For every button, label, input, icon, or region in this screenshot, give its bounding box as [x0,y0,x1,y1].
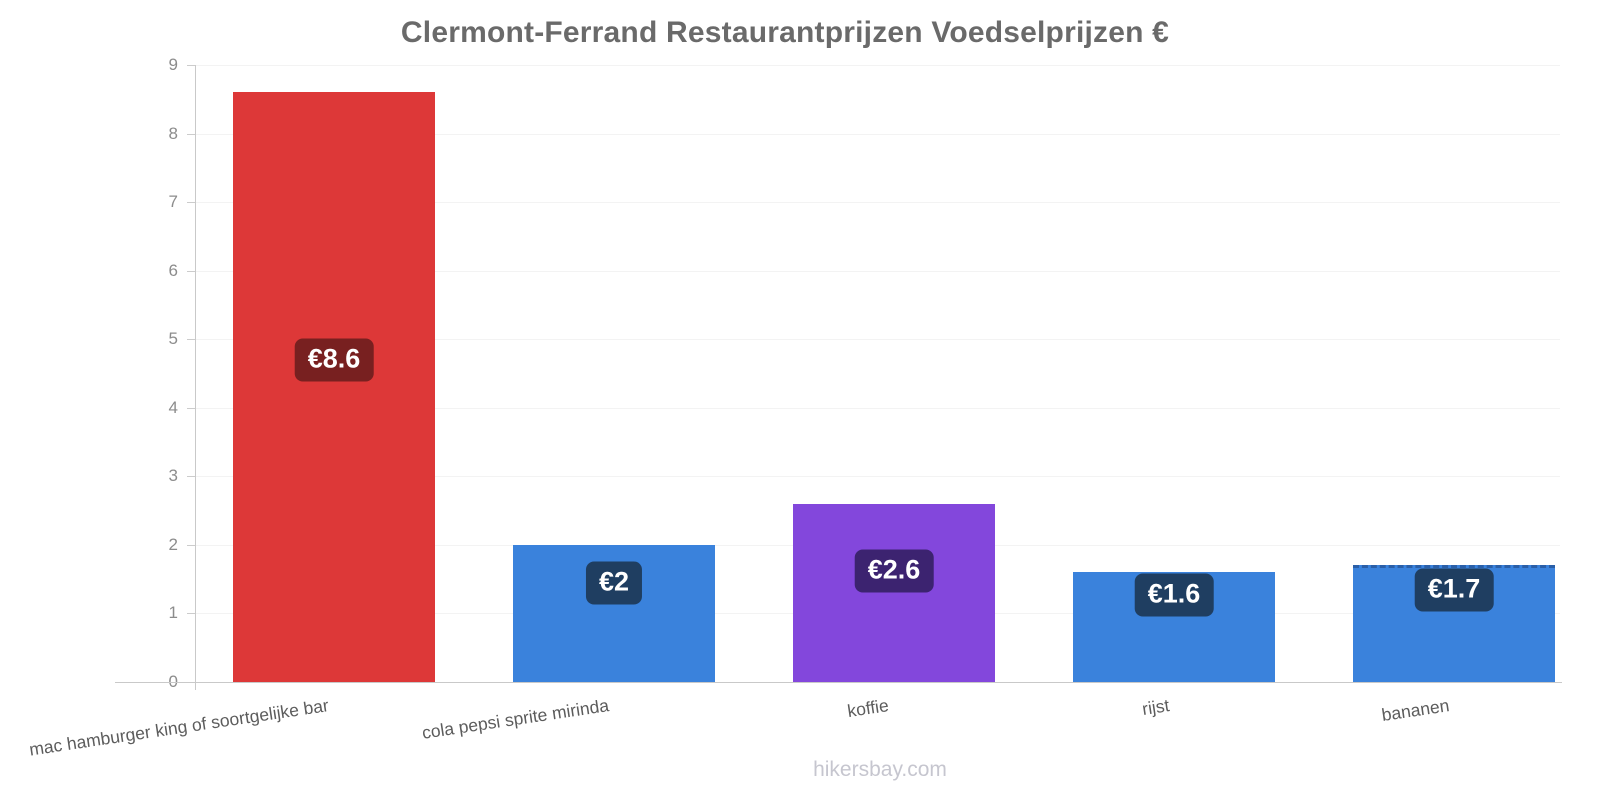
y-tick-mark [187,613,195,615]
y-tick-label: 6 [168,260,178,280]
x-tick-label: bananen [1380,695,1451,725]
y-axis-line [195,65,196,690]
bar-value-label: €8.6 [294,338,374,382]
gridline [195,133,1560,135]
y-tick-label: 1 [168,603,178,623]
y-tick-label: 5 [168,329,178,349]
y-tick-label: 2 [168,534,178,554]
y-tick-mark [187,544,195,546]
bar[interactable] [793,503,995,682]
y-tick-mark [187,407,195,409]
gridline [195,476,1560,478]
y-tick-label: 9 [168,55,178,74]
y-tick-mark [187,133,195,135]
x-tick-label: cola pepsi sprite mirinda [420,695,611,743]
bar-value-label: €2 [585,561,643,605]
y-tick-label: 8 [168,123,178,143]
bar[interactable] [1353,565,1555,682]
y-tick-mark [187,202,195,204]
y-tick-mark [187,65,195,66]
x-tick-label: koffie [846,695,891,722]
bar-value-label: €1.7 [1414,568,1494,612]
x-tick-label: mac hamburger king of soortgelijke bar [28,695,331,760]
y-tick-mark [187,339,195,341]
gridline [195,407,1560,409]
chart-title: Clermont-Ferrand Restaurantprijzen Voeds… [400,16,1170,49]
bar-value-label: €1.6 [1134,573,1214,617]
y-tick-label: 0 [130,672,178,692]
gridline [195,202,1560,204]
gridline [195,270,1560,272]
x-tick-label: rijst [1140,695,1171,719]
bar-value-label: €2.6 [854,549,934,593]
y-tick-label: 7 [168,192,178,212]
bar[interactable] [233,92,435,682]
y-tick-label: 4 [168,397,178,417]
gridline [195,65,1560,66]
y-tick-mark [187,270,195,272]
y-tick-mark [187,476,195,478]
y-tick-label: 3 [168,466,178,486]
gridline [195,339,1560,341]
x-axis-line [115,682,1562,683]
footer-watermark: hikersbay.com [813,758,947,781]
